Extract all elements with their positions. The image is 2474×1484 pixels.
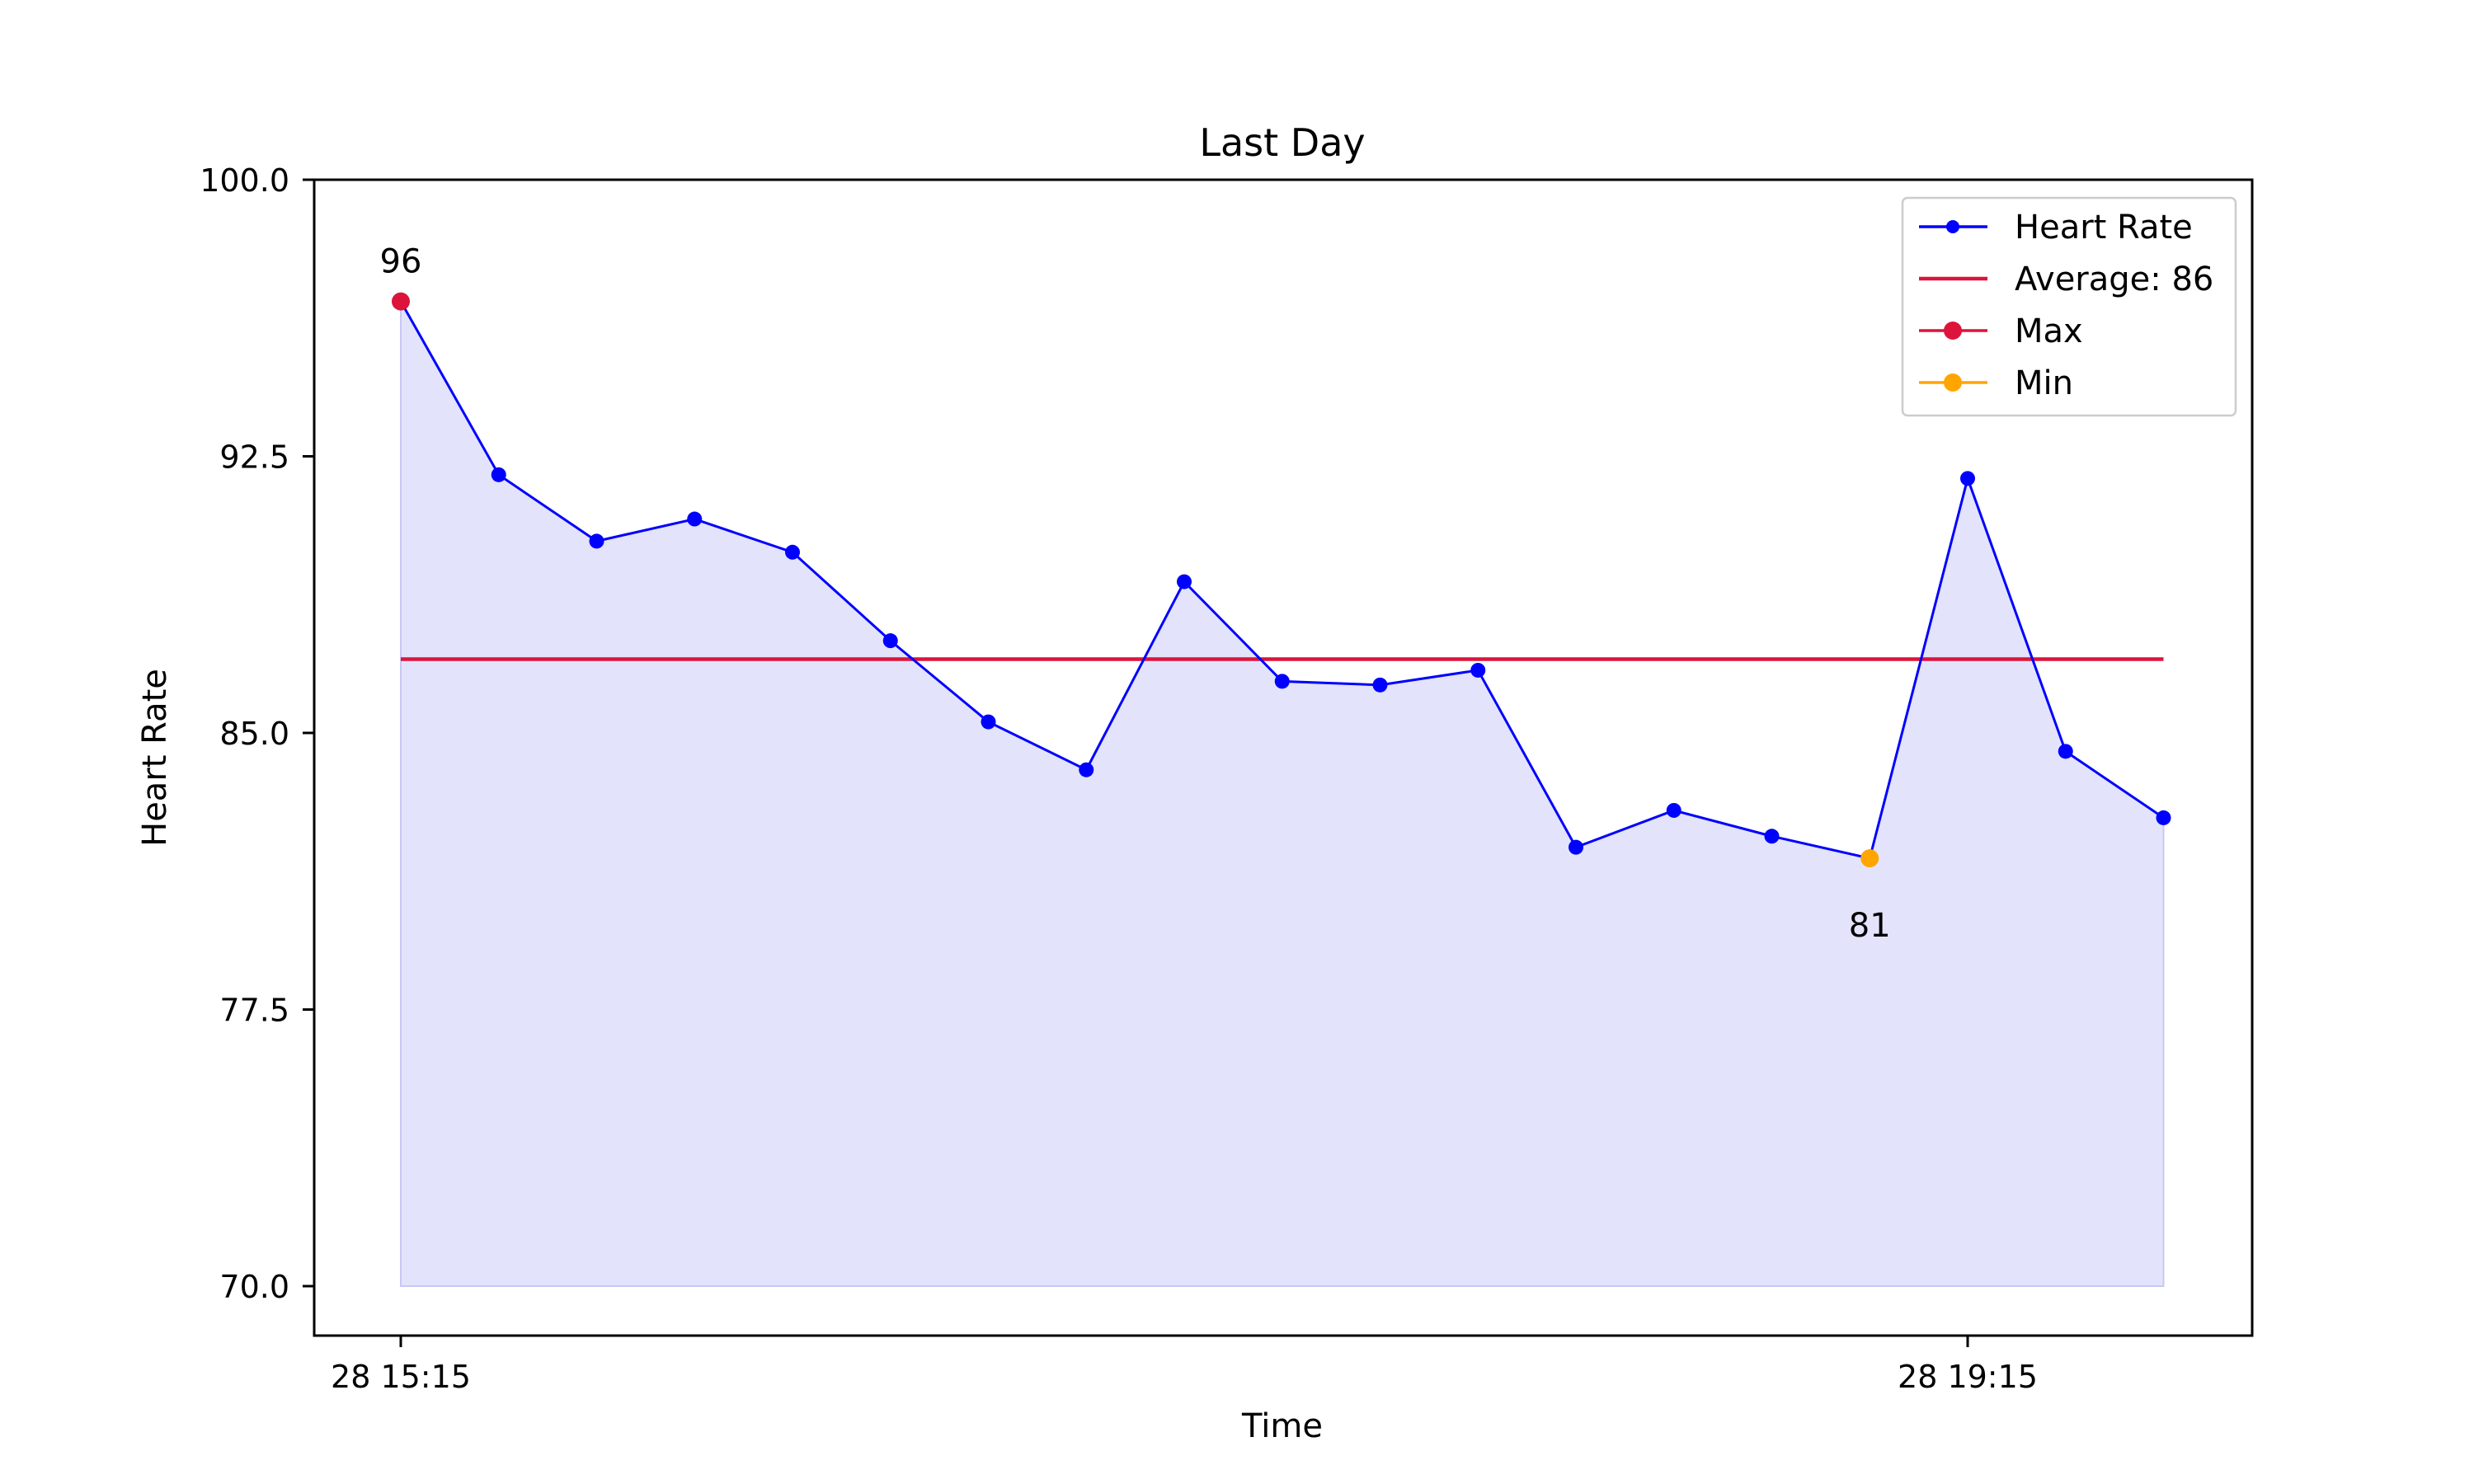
- legend-average-label: Average: 86: [2015, 261, 2213, 298]
- y-axis-label: Heart Rate: [136, 669, 174, 847]
- x-tick-label: 28 15:15: [331, 1359, 471, 1395]
- chart-title: Last Day: [1199, 120, 1365, 165]
- x-axis-label: Time: [1241, 1407, 1323, 1445]
- legend-heart-rate-label: Heart Rate: [2015, 209, 2193, 247]
- y-tick-label: 77.5: [219, 993, 289, 1029]
- plot-frame: [313, 178, 2254, 1337]
- y-tick-label: 92.5: [219, 439, 289, 476]
- data-point: [1764, 829, 1780, 844]
- data-point: [2058, 744, 2073, 759]
- plot-area: 96 81: [380, 243, 2171, 1287]
- min-annotation: 81: [1849, 907, 1891, 945]
- data-point: [589, 533, 604, 549]
- legend-max-label: Max: [2015, 312, 2083, 350]
- max-annotation: 96: [380, 243, 422, 281]
- data-point: [1274, 674, 1290, 689]
- data-point: [981, 714, 996, 730]
- x-tick-label: 28 19:15: [1898, 1359, 2038, 1395]
- area-fill: [400, 298, 2165, 1287]
- data-point: [2156, 810, 2171, 825]
- data-point: [785, 544, 800, 560]
- max-point: [392, 292, 410, 311]
- data-point: [1569, 839, 1583, 855]
- legend: Heart Rate Average: 86 Max Min: [1901, 196, 2237, 417]
- data-point: [1666, 802, 1681, 818]
- legend-box: [1901, 196, 2237, 417]
- y-tick-label: 85.0: [219, 716, 289, 752]
- y-tick-label: 70.0: [219, 1269, 289, 1305]
- data-point: [491, 467, 506, 482]
- legend-min-marker: [1944, 373, 1962, 392]
- data-point: [687, 511, 703, 527]
- axes: 70.0 77.5 85.0 92.5 100.0 28 15:15 28 19:15: [200, 162, 2038, 1395]
- legend-max-marker: [1944, 322, 1962, 340]
- min-point: [1860, 849, 1879, 868]
- data-point: [1372, 677, 1388, 693]
- data-point: [1960, 471, 1975, 486]
- data-point: [1470, 662, 1486, 678]
- y-tick-label: 100.0: [200, 162, 289, 199]
- legend-heart-rate-marker: [1946, 220, 1959, 233]
- data-point: [882, 633, 898, 649]
- data-point: [1177, 574, 1192, 589]
- data-point: [1079, 762, 1094, 777]
- legend-min-label: Min: [2015, 364, 2073, 402]
